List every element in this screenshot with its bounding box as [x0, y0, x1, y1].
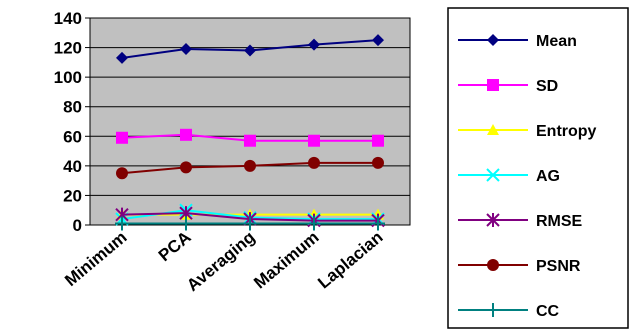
- data-point: [180, 43, 192, 56]
- legend-marker: [486, 303, 500, 317]
- data-point: [179, 216, 193, 231]
- y-tick-label: 60: [63, 127, 82, 146]
- y-tick-label: 140: [54, 9, 82, 28]
- legend-label: RMSE: [536, 213, 583, 230]
- y-tick-label: 100: [54, 68, 82, 87]
- series-cc: [115, 216, 385, 231]
- legend-marker: [486, 168, 500, 182]
- x-tick-label: Maximum: [250, 228, 322, 293]
- legend: Mean SD Entropy AG RMSE PSNR CC: [458, 33, 597, 320]
- y-tick-label: 0: [73, 216, 82, 235]
- legend-label: SD: [536, 78, 558, 95]
- data-point: [307, 216, 321, 231]
- legend-label: CC: [536, 303, 560, 320]
- data-point: [308, 134, 320, 147]
- data-point: [372, 156, 384, 169]
- x-tick-label: Averaging: [183, 228, 258, 296]
- legend-item-mean: Mean: [458, 33, 577, 50]
- legend-label: Mean: [536, 33, 577, 50]
- data-point: [116, 131, 128, 144]
- legend-item-rmse: RMSE: [458, 213, 583, 230]
- data-point: [308, 38, 320, 51]
- data-point: [244, 134, 256, 147]
- data-point: [116, 51, 128, 64]
- y-tick-label: 40: [63, 157, 82, 176]
- legend-item-psnr: PSNR: [458, 258, 581, 275]
- x-tick-label: Minimum: [61, 228, 130, 291]
- data-point: [243, 216, 257, 231]
- data-point: [115, 216, 129, 231]
- legend-marker: [487, 34, 499, 46]
- series-psnr: [116, 156, 384, 180]
- legend-marker: [486, 213, 500, 227]
- data-point: [180, 128, 192, 141]
- legend-box: [447, 7, 629, 329]
- data-point: [372, 134, 384, 147]
- series-mean: [116, 34, 384, 64]
- series-sd: [116, 128, 384, 147]
- data-point: [116, 167, 128, 180]
- data-point: [244, 44, 256, 57]
- legend-label: PSNR: [536, 258, 581, 275]
- x-tick-label: PCA: [155, 228, 195, 266]
- series-layer: [115, 34, 385, 231]
- y-tick-label: 80: [63, 98, 82, 117]
- x-tick-label: Laplacian: [314, 228, 386, 293]
- data-point: [244, 159, 256, 172]
- y-tick-label: 20: [63, 186, 82, 205]
- legend-label: Entropy: [536, 123, 597, 140]
- legend-marker: [487, 259, 499, 271]
- y-tick-label: 120: [54, 39, 82, 58]
- legend-marker: [487, 79, 499, 91]
- legend-item-sd: SD: [458, 78, 558, 95]
- legend-item-entropy: Entropy: [458, 123, 597, 140]
- legend-item-cc: CC: [458, 303, 560, 320]
- data-point: [308, 156, 320, 169]
- data-point: [371, 216, 385, 231]
- data-point: [180, 161, 192, 174]
- legend-marker: [487, 124, 499, 135]
- y-axis-ticks: 0 20 40 60 80 100 120 140: [54, 9, 90, 235]
- legend-item-ag: AG: [458, 168, 560, 185]
- legend-label: AG: [536, 168, 560, 185]
- data-point: [372, 34, 384, 47]
